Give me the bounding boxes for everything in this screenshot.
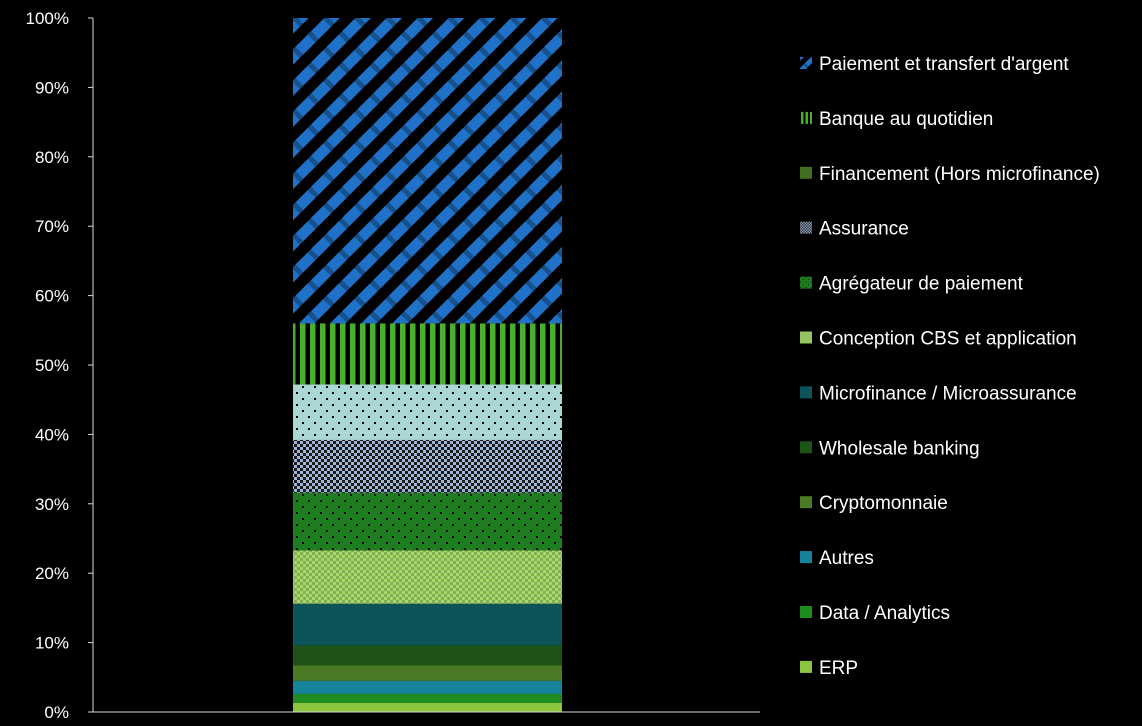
legend-swatch: [800, 441, 812, 454]
legend-swatch: [800, 331, 812, 344]
bar-segment-6: [293, 603, 562, 646]
legend-label: Microfinance / Microassurance: [819, 383, 1077, 404]
legend-label: Banque au quotidien: [819, 109, 993, 130]
legend-label: ERP: [819, 658, 858, 679]
y-tick-label: 10%: [35, 634, 69, 653]
legend-item: Banque au quotidien: [800, 109, 993, 130]
legend-swatch: [800, 276, 812, 289]
legend-swatch: [800, 660, 812, 673]
bar-segment-8: [293, 492, 562, 551]
legend-label: Assurance: [819, 219, 909, 240]
y-tick-label: 0%: [44, 703, 69, 721]
y-tick-label: 80%: [35, 148, 69, 167]
bar-segment-10: [293, 384, 562, 440]
legend-label: Agrégateur de paiement: [819, 274, 1024, 295]
legend-item: Conception CBS et application: [800, 329, 1077, 350]
bar-segment-12: [293, 18, 562, 324]
legend-label: Cryptomonnaie: [819, 493, 948, 514]
bar-segment-4: [293, 665, 562, 681]
bar-segment-11: [293, 323, 562, 385]
legend-item: Paiement et transfert d'argent: [800, 54, 1069, 75]
y-axis: 0% 10% 20% 30% 40% 50% 60% 70% 80% 90% 100%: [26, 9, 760, 722]
bar-segment-2: [293, 693, 562, 703]
bar-segment-1: [293, 702, 562, 712]
bar-segment-7: [293, 550, 562, 604]
plot-area: [293, 18, 562, 712]
legend-item: Financement (Hors microfinance): [800, 164, 1100, 185]
legend-swatch: [800, 57, 812, 69]
y-tick-label: 40%: [35, 425, 69, 444]
legend-label: Wholesale banking: [819, 438, 980, 459]
bar-segment-3: [293, 680, 562, 694]
y-tick-label: 20%: [35, 564, 69, 583]
legend-item: Agrégateur de paiement: [800, 274, 1024, 295]
legend-item: ERP: [800, 658, 858, 679]
legend-label: Data / Analytics: [819, 603, 950, 624]
legend-swatch: [800, 166, 812, 179]
legend-swatch: [800, 551, 812, 564]
legend-item: Cryptomonnaie: [800, 493, 948, 514]
legend: Paiement et transfert d'argent Banque au …: [800, 54, 1100, 679]
bar-segment-5: [293, 645, 562, 666]
legend-label: Conception CBS et application: [819, 329, 1077, 350]
legend-swatch: [800, 221, 812, 234]
legend-label: Autres: [819, 548, 874, 569]
legend-item: Autres: [800, 548, 874, 569]
legend-swatch: [800, 111, 812, 124]
legend-label: Paiement et transfert d'argent: [819, 54, 1069, 75]
y-tick-label: 50%: [35, 356, 69, 375]
y-tick-label: 60%: [35, 287, 69, 306]
legend-swatch: [800, 606, 812, 618]
legend-swatch: [800, 496, 812, 509]
legend-swatch: [800, 386, 812, 399]
y-tick-label: 30%: [35, 495, 69, 514]
y-tick-label: 100%: [26, 9, 69, 28]
legend-item: Wholesale banking: [800, 438, 980, 459]
bar-segment-9: [293, 439, 562, 493]
legend-item: Data / Analytics: [800, 603, 950, 624]
y-tick-label: 70%: [35, 217, 69, 236]
legend-item: Microfinance / Microassurance: [800, 383, 1077, 404]
legend-label: Financement (Hors microfinance): [819, 164, 1100, 185]
y-tick-label: 90%: [35, 78, 69, 97]
legend-item: Assurance: [800, 219, 909, 240]
